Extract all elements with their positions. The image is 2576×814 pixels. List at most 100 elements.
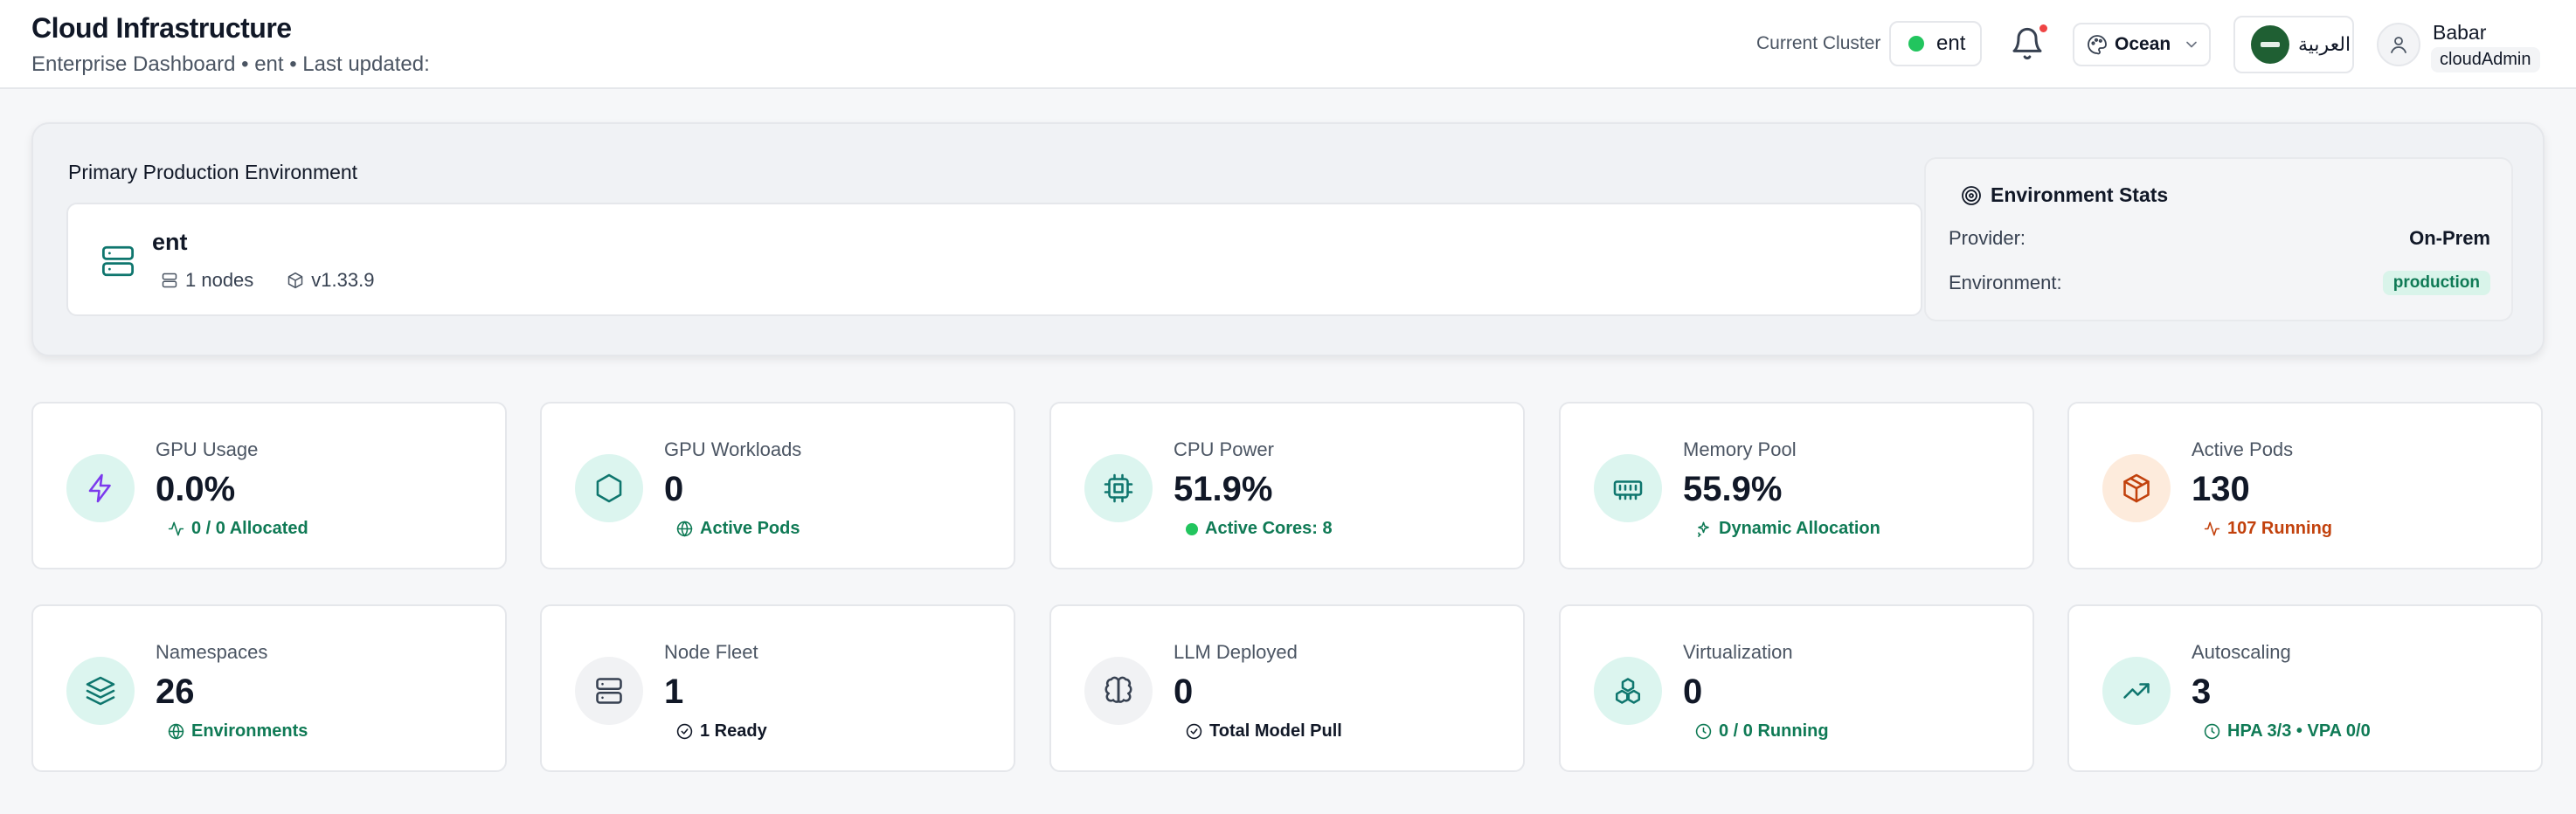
avatar[interactable]: [2377, 23, 2420, 66]
metric-subtext: HPA 3/3 • VPA 0/0: [2204, 721, 2371, 742]
metric-label: Memory Pool: [1683, 438, 1797, 460]
metric-value: 1: [664, 673, 684, 711]
page-title: Cloud Infrastructure: [31, 12, 292, 44]
check-circle-icon: [676, 723, 693, 740]
metric-value: 0: [664, 470, 684, 508]
metric-subtext-label: Total Model Pull: [1209, 721, 1342, 741]
metric-card-node-fleet[interactable]: Node Fleet 1 1 Ready: [540, 604, 1015, 772]
user-icon: [2391, 37, 2406, 53]
metric-label: Active Pods: [2192, 438, 2294, 460]
memory-stick-icon: [1613, 480, 1643, 500]
metric-subtext-label: HPA 3/3 • VPA 0/0: [2227, 721, 2371, 741]
provider-label: Provider:: [1949, 227, 2026, 249]
brain-icon: [1104, 676, 1132, 703]
saudi-flag-icon: [2251, 25, 2289, 64]
cluster-selector[interactable]: ent: [1889, 21, 1982, 66]
boxes-icon: [1615, 678, 1641, 704]
metric-label: LLM Deployed: [1174, 641, 1298, 663]
box-icon: [288, 272, 303, 289]
notification-badge: [2038, 23, 2049, 34]
language-switcher[interactable]: العربية: [2233, 16, 2354, 73]
page-subtitle: Enterprise Dashboard • ent • Last update…: [31, 52, 430, 76]
server-icon: [101, 245, 135, 277]
environment-stats: Environment Stats Provider: On-Prem Envi…: [1924, 157, 2513, 321]
metric-value: 0: [1174, 673, 1194, 711]
metric-subtext: Active Cores: 8: [1186, 519, 1333, 539]
metric-label: GPU Usage: [156, 438, 259, 460]
current-cluster-label: Current Cluster: [1756, 33, 1881, 53]
metric-subtext-label: Environments: [191, 721, 308, 741]
metric-card-autoscaling[interactable]: Autoscaling 3 HPA 3/3 • VPA 0/0: [2067, 604, 2543, 772]
provider-row: Provider: On-Prem: [1949, 227, 2490, 250]
cpu-icon: [1104, 473, 1133, 503]
cluster-card-meta: 1 nodes v1.33.9: [161, 269, 374, 292]
metric-subtext-label: 0 / 0 Allocated: [191, 519, 308, 538]
metric-subtext: Active Pods: [676, 519, 800, 539]
metric-card-active-pods[interactable]: Active Pods 130 107 Running: [2067, 402, 2543, 569]
metric-icon-container: [2102, 657, 2171, 725]
zap-icon: [88, 473, 111, 503]
metric-value: 130: [2192, 470, 2250, 508]
metric-label: CPU Power: [1174, 438, 1274, 460]
metric-value: 55.9%: [1683, 470, 1783, 508]
metric-subtext-label: 107 Running: [2227, 519, 2333, 538]
metric-subtext: 0 / 0 Allocated: [168, 519, 308, 539]
clock-icon: [1695, 723, 1712, 740]
metric-subtext: Environments: [168, 721, 308, 742]
metric-card-namespaces[interactable]: Namespaces 26 Environments: [31, 604, 507, 772]
metric-icon-container: [2102, 454, 2171, 522]
server-icon: [162, 272, 177, 288]
trending-up-icon: [2123, 683, 2150, 699]
environment-label: Environment:: [1949, 272, 2062, 293]
cluster-version: v1.33.9: [311, 269, 375, 291]
globe-icon: [676, 521, 693, 537]
environment-row: Environment: production: [1949, 271, 2490, 295]
metric-subtext: 1 Ready: [676, 721, 767, 742]
metric-card-gpu-usage[interactable]: GPU Usage 0.0% 0 / 0 Allocated: [31, 402, 507, 569]
chevron-down-icon: [2186, 41, 2198, 48]
language-label: العربية: [2298, 33, 2351, 56]
environment-badge: production: [2382, 271, 2490, 295]
bell-icon[interactable]: [2010, 26, 2045, 61]
cluster-node-count: 1 nodes: [185, 269, 254, 291]
metric-subtext: Total Model Pull: [1186, 721, 1342, 742]
metric-value: 51.9%: [1174, 470, 1273, 508]
sparkle-icon: [1698, 521, 1709, 537]
metric-value: 26: [156, 673, 195, 711]
metric-icon-container: [1084, 454, 1153, 522]
hexagon-icon: [596, 473, 622, 503]
metric-icon-container: [1594, 657, 1662, 725]
user-role-badge: cloudAdmin: [2431, 47, 2540, 72]
metric-card-gpu-workloads[interactable]: GPU Workloads 0 Active Pods: [540, 402, 1015, 569]
cluster-card-name: ent: [152, 229, 188, 255]
clock-icon: [2204, 723, 2220, 740]
activity-icon: [2204, 521, 2220, 536]
environment-panel: Primary Production Environment ent 1 nod…: [31, 122, 2545, 356]
metric-label: Namespaces: [156, 641, 268, 663]
theme-selector[interactable]: Ocean: [2073, 23, 2211, 66]
palette-icon: [2088, 35, 2107, 55]
metric-subtext-label: 1 Ready: [700, 721, 767, 741]
metric-value: 3: [2192, 673, 2212, 711]
metric-label: Node Fleet: [664, 641, 758, 663]
metric-icon-container: [1084, 657, 1153, 725]
metric-card-llm-deployed[interactable]: LLM Deployed 0 Total Model Pull: [1049, 604, 1525, 772]
layers-icon: [86, 676, 115, 706]
metric-card-virtualization[interactable]: Virtualization 0 0 / 0 Running: [1559, 604, 2034, 772]
cluster-card[interactable]: ent 1 nodes v1.33.9: [66, 203, 1922, 316]
metric-subtext-label: 0 / 0 Running: [1719, 721, 1829, 741]
environment-stats-title: Environment Stats: [1961, 183, 2168, 207]
package-icon: [2123, 473, 2150, 503]
metric-label: Autoscaling: [2192, 641, 2291, 663]
metric-subtext-label: Active Pods: [700, 519, 800, 538]
environment-title: Primary Production Environment: [68, 161, 358, 183]
check-circle-icon: [1186, 723, 1202, 740]
metric-card-memory-pool[interactable]: Memory Pool 55.9% Dynamic Allocation: [1559, 402, 2034, 569]
metric-icon-container: [66, 454, 135, 522]
metric-label: GPU Workloads: [664, 438, 802, 460]
metric-card-cpu-power[interactable]: CPU Power 51.9% Active Cores: 8: [1049, 402, 1525, 569]
metric-label: Virtualization: [1683, 641, 1793, 663]
activity-icon: [168, 521, 184, 536]
target-icon: [1962, 185, 1981, 205]
cluster-selector-value: ent: [1936, 31, 1966, 55]
